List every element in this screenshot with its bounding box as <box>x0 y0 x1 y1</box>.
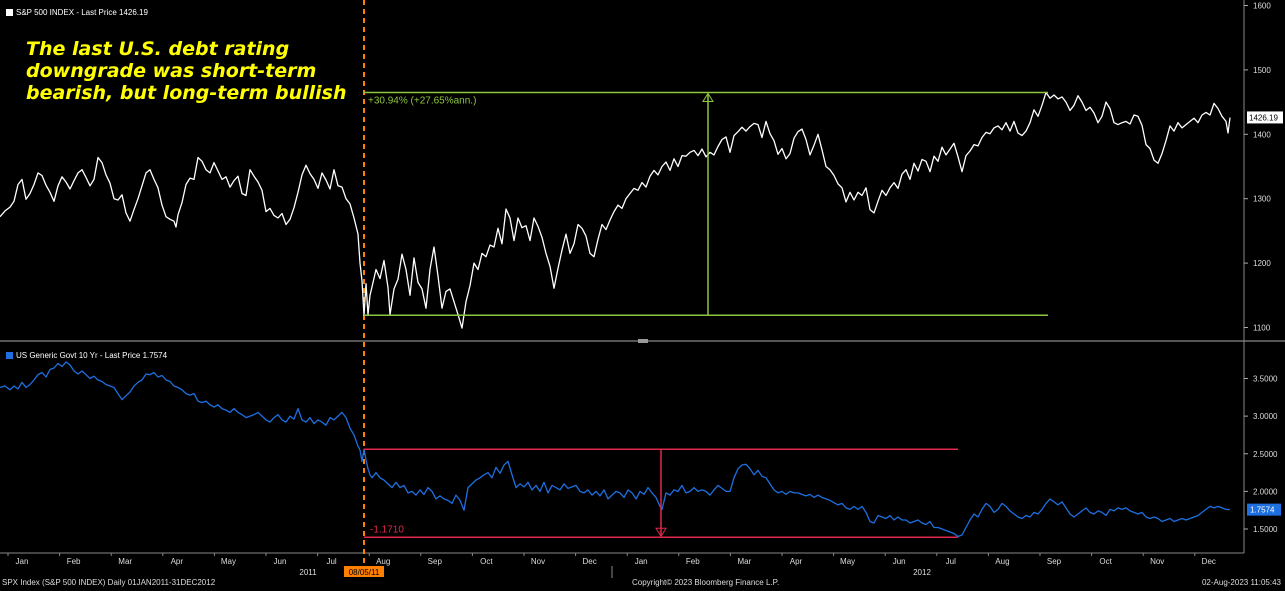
y-tick-label: 1400 <box>1253 130 1271 139</box>
y-tick-label: 2.5000 <box>1253 450 1278 459</box>
event-label-box <box>344 566 384 577</box>
event-label: 08/05/11 <box>349 568 380 577</box>
y-tick-label: 1500 <box>1253 66 1271 75</box>
x-tick-label: Dec <box>582 557 596 566</box>
x-tick-label: Oct <box>1099 557 1112 566</box>
x-tick-label: Jun <box>274 557 287 566</box>
yield-legend-label: US Generic Govt 10 Yr - Last Price 1.757… <box>16 351 168 360</box>
yield-legend: US Generic Govt 10 Yr - Last Price 1.757… <box>6 351 167 360</box>
yield-legend-swatch <box>6 352 13 359</box>
y-tick-label: 2.0000 <box>1253 487 1278 496</box>
spx-legend-swatch <box>6 9 13 16</box>
x-tick-label: May <box>840 557 855 566</box>
gain-arrow-head <box>702 92 714 102</box>
y-tick-label: 1300 <box>1253 195 1271 204</box>
x-tick-label: Sep <box>1047 557 1062 566</box>
x-tick-label: May <box>221 557 236 566</box>
x-tick-label: Mar <box>118 557 132 566</box>
y-tick-label: 3.0000 <box>1253 412 1278 421</box>
y-tick-label: 1600 <box>1253 2 1271 11</box>
x-tick-label: Aug <box>376 557 390 566</box>
y-tick-label: 1.5000 <box>1253 525 1278 534</box>
spx-last-price-label: 1426.19 <box>1249 113 1278 122</box>
spx-last-price-box <box>1247 111 1283 124</box>
yield-last-price-box <box>1247 503 1281 516</box>
y-tick-label: 1100 <box>1253 324 1271 333</box>
footer-security: SPX Index (S&P 500 INDEX) Daily 01JAN201… <box>2 578 216 587</box>
drop-arrow-head <box>655 527 667 538</box>
x-tick-label: Feb <box>67 557 81 566</box>
x-tick-label: Jun <box>893 557 906 566</box>
x-tick-label: Nov <box>531 557 545 566</box>
x-tick-label: Nov <box>1150 557 1164 566</box>
panel-resize-handle <box>638 339 648 343</box>
yield-series-line <box>0 361 1231 538</box>
x-tick-label: Jan <box>635 557 648 566</box>
yield-last-price-label: 1.7574 <box>1250 506 1275 515</box>
x-tick-label: Apr <box>790 557 803 566</box>
x-tick-label: Jul <box>946 557 956 566</box>
y-tick-label: 3.5000 <box>1253 375 1278 384</box>
x-tick-label: Jul <box>326 557 336 566</box>
year-label: 2012 <box>913 568 931 577</box>
x-tick-label: Oct <box>480 557 493 566</box>
spx-legend: S&P 500 INDEX - Last Price 1426.19 <box>6 8 148 17</box>
gain-measure-label: +30.94% (+27.65%ann.) <box>368 95 476 106</box>
footer-copyright: Copyright© 2023 Bloomberg Finance L.P. <box>632 578 780 587</box>
x-tick-label: Mar <box>738 557 752 566</box>
spx-series-line <box>0 91 1231 329</box>
x-tick-label: Sep <box>428 557 443 566</box>
x-tick-label: Feb <box>686 557 700 566</box>
footer-timestamp: 02-Aug-2023 11:05:43 <box>1201 578 1281 587</box>
x-tick-label: Apr <box>171 557 184 566</box>
spx-legend-label: S&P 500 INDEX - Last Price 1426.19 <box>16 8 148 17</box>
x-tick-label: Jan <box>16 557 29 566</box>
x-tick-label: Aug <box>995 557 1009 566</box>
year-label: 2011 <box>299 568 317 577</box>
y-tick-label: 1200 <box>1253 259 1271 268</box>
x-tick-label: Dec <box>1202 557 1216 566</box>
drop-measure-label: -1.1710 <box>370 524 404 535</box>
headline-annotation: The last U.S. debt rating downgrade was … <box>26 38 347 104</box>
